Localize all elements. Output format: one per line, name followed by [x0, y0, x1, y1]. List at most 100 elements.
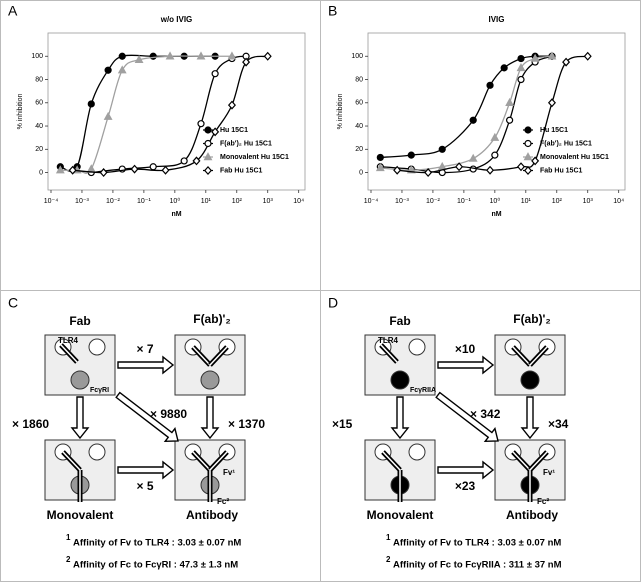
y-tick-label: 60 — [355, 100, 363, 107]
fc-receptor-label: FcγRI — [90, 387, 109, 394]
molecule-label: Antibody — [186, 508, 238, 522]
fc-label: Fc² — [537, 497, 549, 506]
marker — [149, 163, 157, 171]
marker — [204, 139, 212, 148]
marker — [197, 120, 205, 128]
marker — [118, 52, 126, 60]
y-tick-label: 0 — [39, 169, 43, 176]
antibody-arm-core — [209, 346, 228, 366]
fc-label: Fc² — [217, 497, 229, 506]
y-tick-label: 60 — [35, 100, 43, 107]
chart-title: IVIG — [488, 15, 504, 24]
molecule-label: F(ab)'₂ — [193, 312, 231, 326]
marker — [547, 51, 557, 60]
y-tick-label: 40 — [35, 123, 43, 130]
fold-label: ×15 — [332, 417, 353, 431]
y-tick-label: 40 — [355, 123, 363, 130]
arrow — [437, 355, 495, 375]
y-tick-label: 0 — [359, 169, 363, 176]
panel-letter: B — [328, 3, 337, 19]
marker — [500, 64, 508, 72]
antibody-arm-core — [192, 346, 211, 366]
arrow — [115, 391, 179, 442]
x-tick-label: 10¹ — [521, 198, 532, 205]
fold-label: × 7 — [136, 342, 153, 356]
marker — [523, 152, 533, 161]
marker — [469, 116, 477, 124]
marker — [455, 162, 464, 172]
arrow — [435, 391, 499, 442]
marker — [547, 98, 556, 108]
marker — [87, 100, 95, 108]
y-axis-label: % inhibition — [17, 93, 24, 129]
fv-label: Fv¹ — [223, 468, 235, 477]
legend-label: Fab Hu 15C1 — [220, 167, 263, 174]
marker — [524, 139, 532, 148]
panel-letter: C — [8, 295, 18, 311]
x-tick-label: 10² — [552, 198, 563, 205]
note-text: Affinity of Fv to TLR4 : 3.03 ± 0.07 nM — [73, 538, 241, 549]
marker — [505, 97, 515, 106]
marker — [531, 156, 540, 166]
marker — [242, 57, 251, 67]
marker — [517, 162, 526, 172]
fc-receptor — [520, 370, 540, 390]
marker — [99, 168, 108, 178]
marker — [516, 63, 526, 72]
marker — [375, 163, 385, 172]
marker — [524, 126, 532, 134]
x-axis-label: nM — [491, 211, 501, 218]
note-mark: 2 — [386, 555, 391, 564]
molecule-label: Monovalent — [47, 508, 114, 522]
marker — [68, 165, 77, 175]
fold-label: × 342 — [470, 407, 501, 421]
tlr4-circle — [88, 338, 106, 356]
marker — [517, 54, 525, 63]
marker — [530, 53, 540, 62]
marker — [180, 157, 188, 165]
arrow — [70, 396, 90, 440]
marker — [583, 51, 592, 61]
marker — [211, 70, 219, 78]
marker — [393, 165, 402, 175]
legend-label: Fab Hu 15C1 — [540, 167, 583, 174]
marker — [491, 151, 499, 159]
molecule-label: Fab — [69, 314, 90, 328]
molecule-label: Fab — [389, 314, 410, 328]
fc-receptor-label: FcγRIIA — [410, 387, 436, 394]
y-tick-label: 20 — [355, 146, 363, 153]
fold-label: × 9880 — [150, 407, 187, 421]
y-axis-label: % inhibition — [337, 93, 344, 129]
marker — [506, 116, 514, 124]
arrow — [390, 396, 410, 440]
note-text: Affinity of Fc to FcγRIIA : 311 ± 37 nM — [393, 560, 562, 571]
marker — [376, 153, 384, 162]
legend-label: F(ab')₂ Hu 15C1 — [540, 140, 592, 147]
fold-label: × 5 — [136, 479, 153, 493]
marker — [227, 51, 237, 60]
marker — [468, 153, 478, 162]
x-tick-label: 10³ — [263, 198, 274, 205]
x-tick-label: 10⁻¹ — [457, 198, 471, 205]
x-tick-label: 10⁻² — [426, 198, 440, 205]
marker — [211, 127, 220, 137]
fold-label: ×10 — [455, 342, 476, 356]
antibody-arm-core — [62, 451, 81, 471]
marker — [192, 156, 201, 166]
antibody-arm-core — [529, 346, 548, 366]
x-tick-label: 10⁴ — [293, 198, 304, 205]
marker — [486, 81, 494, 89]
arrow — [520, 396, 540, 440]
receptor-label: TLR4 — [378, 336, 399, 345]
x-tick-label: 10⁻⁴ — [44, 198, 59, 205]
marker — [424, 168, 433, 178]
x-tick-label: 10² — [232, 198, 243, 205]
marker — [438, 145, 446, 153]
y-tick-label: 80 — [35, 76, 43, 83]
antibody-arm-core — [209, 451, 228, 471]
note-text: Affinity of Fv to TLR4 : 3.03 ± 0.07 nM — [393, 538, 561, 549]
y-tick-label: 100 — [351, 53, 363, 60]
note-mark: 1 — [66, 533, 71, 542]
legend-label: Hu 15C1 — [220, 127, 248, 134]
panel-letter: A — [8, 3, 18, 19]
